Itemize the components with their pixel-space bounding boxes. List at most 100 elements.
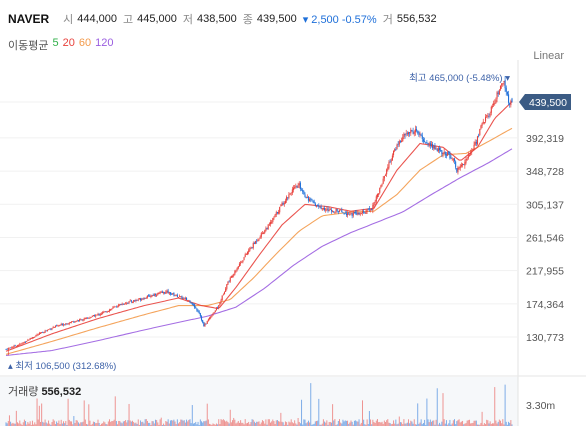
volume-bar xyxy=(209,423,211,426)
volume-bar xyxy=(84,419,86,426)
candle-body xyxy=(54,325,56,328)
volume-bar xyxy=(322,419,324,426)
y-tick-label: 261,546 xyxy=(526,232,564,244)
volume-bars xyxy=(5,383,513,426)
volume-bar xyxy=(102,423,104,426)
ma-20-label[interactable]: 20 xyxy=(62,37,75,49)
candle-body xyxy=(502,83,504,85)
candle-body xyxy=(498,90,500,95)
high-value: 445,000 xyxy=(137,13,177,25)
ma-5-label[interactable]: 5 xyxy=(52,37,59,49)
candle-body xyxy=(511,98,513,102)
candle-body xyxy=(284,200,286,203)
volume-bar xyxy=(437,424,439,426)
volume-bar xyxy=(394,423,396,426)
volume-bar xyxy=(316,420,317,426)
volume-bar xyxy=(466,420,468,426)
candle-body xyxy=(26,341,28,342)
volume-bar xyxy=(493,423,495,426)
volume-bar xyxy=(227,422,229,426)
candle-body xyxy=(427,143,429,145)
candle-body xyxy=(120,304,122,305)
candle-body xyxy=(104,311,106,313)
candle-body xyxy=(242,260,244,262)
candle-body xyxy=(340,209,342,211)
candle-body xyxy=(210,316,212,319)
volume-bar xyxy=(72,424,74,426)
candle-body xyxy=(422,139,424,142)
volume-bar xyxy=(289,422,291,426)
candle-body xyxy=(68,323,70,324)
candle-body xyxy=(381,184,383,186)
candle-body xyxy=(505,87,507,92)
candle-body xyxy=(378,193,380,195)
volume-bar xyxy=(404,423,406,426)
open-label: 시 xyxy=(63,14,74,26)
candle-body xyxy=(341,210,343,213)
candle-body xyxy=(261,233,263,235)
y-tick-label: 130,773 xyxy=(526,332,564,344)
candle-body xyxy=(366,208,368,212)
volume-bar xyxy=(132,420,133,426)
candle-body xyxy=(248,250,250,253)
candle-body xyxy=(75,321,77,323)
candle-body xyxy=(405,133,407,135)
candle-body xyxy=(280,205,282,207)
volume-bar xyxy=(96,423,98,426)
volume-bar xyxy=(23,419,25,426)
candle-body xyxy=(290,193,292,195)
volume-bar xyxy=(305,423,307,426)
candle-body xyxy=(43,332,45,334)
scale-mode-toggle[interactable]: Linear xyxy=(533,50,564,62)
volume-bar xyxy=(374,422,376,426)
candle-body xyxy=(133,300,135,302)
candle-body xyxy=(404,133,406,136)
candle-body xyxy=(349,213,351,216)
candle-body xyxy=(365,211,367,214)
candle-body xyxy=(246,252,249,255)
volume-bar xyxy=(146,420,148,426)
candle-body xyxy=(310,198,312,200)
candle-body xyxy=(260,233,262,237)
volume-bar xyxy=(314,421,316,426)
ma-60-label[interactable]: 60 xyxy=(78,37,92,49)
candle-body xyxy=(27,339,29,341)
volume-bar xyxy=(211,424,213,426)
candle-body xyxy=(307,196,309,201)
candle-body xyxy=(283,202,285,205)
volume-bar xyxy=(327,424,329,426)
volume-bar xyxy=(65,421,67,426)
candle-body xyxy=(399,141,401,142)
candle-body xyxy=(12,346,14,348)
volume-bar xyxy=(156,420,158,426)
volume-bar xyxy=(74,423,76,426)
volume-bar xyxy=(459,422,461,426)
candle-body xyxy=(398,141,400,145)
moving-average-legend[interactable]: 이동평균 5 20 60 120 xyxy=(8,37,113,53)
candle-body xyxy=(206,320,208,324)
candle-body xyxy=(425,142,427,144)
volume-bar xyxy=(204,421,206,426)
volume-bar xyxy=(348,423,350,426)
volume-bar xyxy=(503,424,505,426)
volume-bar xyxy=(402,424,404,426)
ma-120-label[interactable]: 120 xyxy=(95,37,114,49)
candle-body xyxy=(179,296,181,297)
volume-bar xyxy=(368,411,370,426)
volume-bar xyxy=(123,421,125,426)
volume-bar xyxy=(158,424,160,426)
candle-body xyxy=(486,115,488,117)
candle-body xyxy=(481,123,483,126)
candle-body xyxy=(493,103,495,106)
volume-bar xyxy=(258,421,260,426)
volume-bar xyxy=(419,422,421,426)
volume-bar xyxy=(365,424,367,426)
candle-body xyxy=(90,317,92,318)
candle-body xyxy=(33,337,35,338)
candle-body xyxy=(478,135,480,137)
candle-body xyxy=(327,208,329,211)
y-tick-label: 217,955 xyxy=(526,266,564,278)
volume-bar xyxy=(416,424,418,426)
candle-body xyxy=(71,321,73,323)
